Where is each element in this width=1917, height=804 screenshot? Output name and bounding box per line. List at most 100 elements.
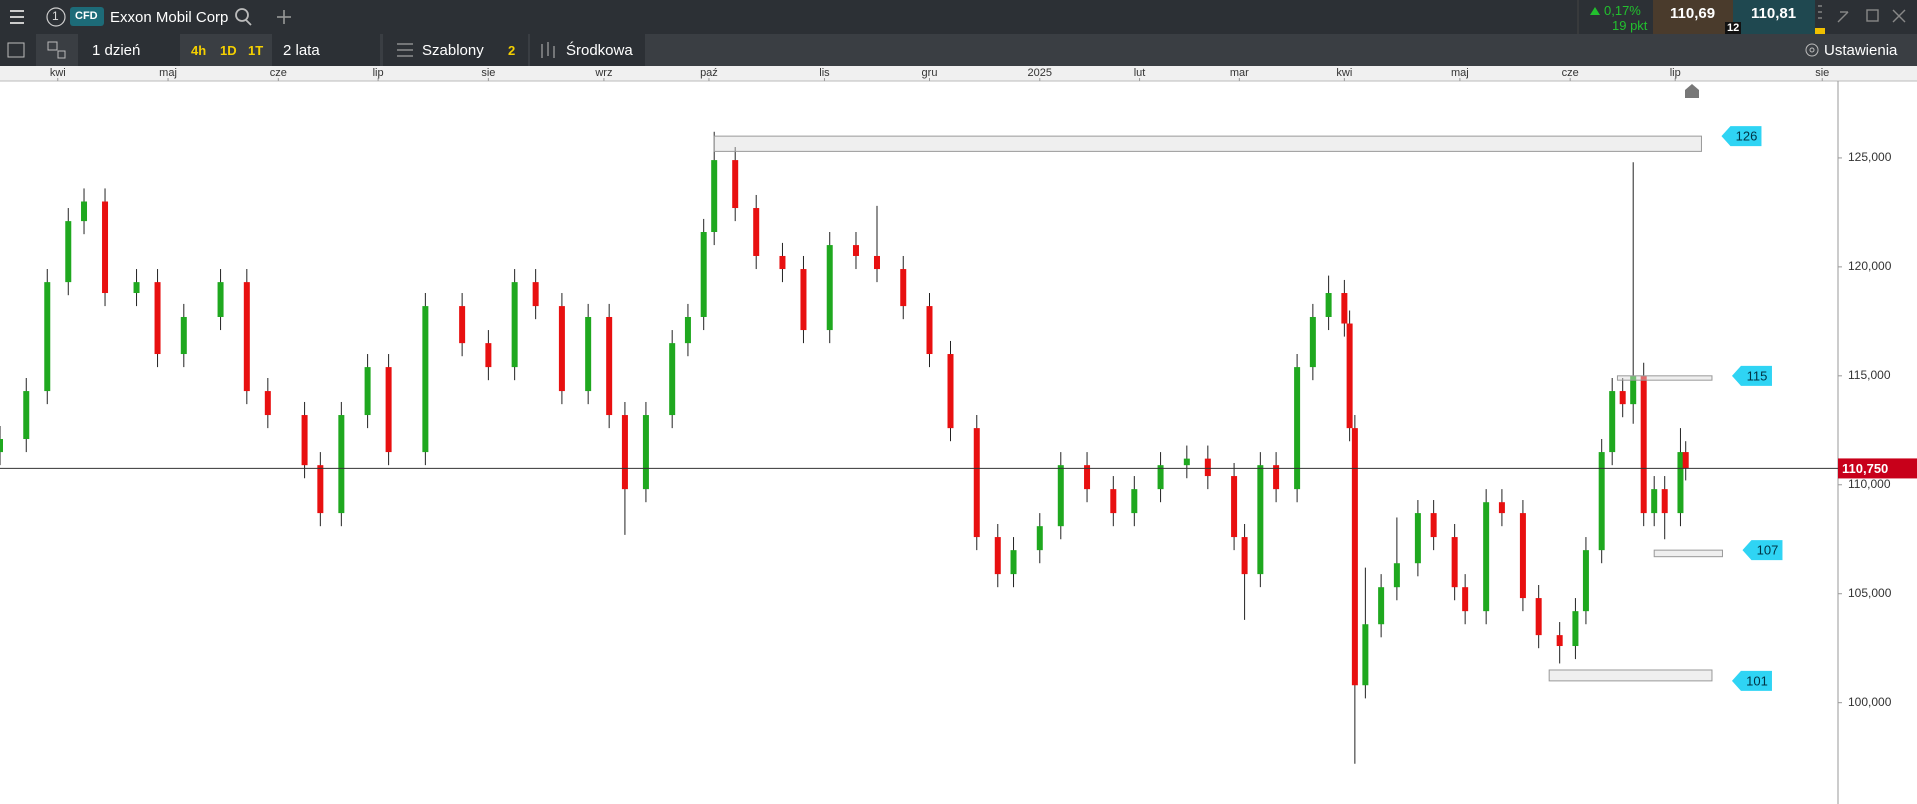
candle-body [711, 160, 718, 233]
candle-body [1651, 489, 1658, 514]
candle-body [102, 201, 109, 294]
candle-body [1241, 537, 1248, 575]
quick-1d[interactable]: 1D [220, 43, 237, 58]
candle-body [826, 245, 833, 331]
candle-body [1010, 550, 1017, 575]
ask[interactable]: 110,81 [1751, 5, 1797, 22]
candle-body [1309, 316, 1316, 368]
x-tick-label: lut [1134, 67, 1146, 79]
level-marker [1721, 126, 1762, 147]
candle-body [1273, 465, 1280, 490]
candle-body [485, 343, 492, 368]
bid-box[interactable] [1653, 0, 1733, 34]
candle-body [1131, 489, 1138, 514]
current-price-box [1838, 458, 1917, 479]
level-label: 107 [1757, 543, 1779, 558]
candle-body [669, 343, 676, 416]
layout-icon[interactable] [47, 41, 66, 59]
tab-number: 1 [52, 9, 59, 23]
candle-body [1640, 375, 1647, 514]
candle-body [684, 316, 691, 344]
price-icon[interactable] [541, 42, 555, 58]
candle-body [1204, 458, 1211, 477]
x-tick-label: lis [819, 67, 830, 79]
ask-box[interactable] [1733, 0, 1815, 34]
level-zone [1653, 549, 1723, 558]
list-icon[interactable] [7, 42, 25, 58]
quick-1t[interactable]: 1T [248, 43, 264, 58]
home-marker[interactable] [1685, 84, 1699, 98]
candle-body [1346, 323, 1353, 429]
menu-icon[interactable] [10, 10, 24, 24]
candle-body [459, 306, 466, 344]
x-tick-label: kwi [1336, 67, 1352, 79]
candle-body [23, 391, 30, 440]
candle-body [700, 232, 707, 317]
window-icons[interactable] [1818, 5, 1906, 23]
range[interactable]: 2 lata [283, 42, 320, 59]
y-tick-label: 115,000 [1848, 368, 1891, 382]
candle-body [217, 282, 224, 317]
candle-body [1582, 550, 1589, 612]
current-price-label: 110,750 [1842, 461, 1888, 476]
tab-circle [46, 7, 66, 27]
price-type[interactable]: Środkowa [566, 42, 633, 59]
settings[interactable]: Ustawienia [1824, 42, 1898, 59]
candle-body [621, 415, 628, 490]
x-tick-label: cze [270, 67, 287, 79]
toolbar: 1 dzień 4h 1D 1T 2 lata Szablony 2 Środk… [0, 34, 1917, 66]
candle-body [385, 367, 392, 453]
x-tick-label: wrz [594, 67, 612, 79]
candle-body [926, 306, 933, 355]
candle-body [1110, 489, 1117, 514]
x-tick-label: maj [159, 67, 177, 79]
candle-body [1598, 452, 1605, 551]
bid[interactable]: 110,69 [1670, 5, 1716, 22]
level-label: 115 [1747, 368, 1768, 383]
x-tick-label: mar [1230, 67, 1249, 79]
candle-body [852, 245, 859, 256]
candle-body [1393, 563, 1400, 588]
x-tick-label: sie [481, 67, 495, 79]
level-zone [1548, 669, 1713, 682]
level-marker [1731, 670, 1772, 691]
candle-body [154, 282, 161, 355]
candle-body [1619, 391, 1626, 405]
candle-body [317, 465, 324, 514]
candle-body [264, 391, 271, 416]
x-tick-label: sie [1815, 67, 1829, 79]
candle-body [1341, 293, 1348, 324]
candle-body [1325, 293, 1332, 317]
candle-body [1414, 513, 1421, 564]
candle-body [873, 255, 880, 270]
templates-count: 2 [508, 43, 516, 58]
candle-body [732, 160, 739, 209]
level-zone [713, 135, 1702, 152]
candle-body [1677, 452, 1684, 514]
candle-body [585, 316, 592, 392]
chart: kwi maj cze lip sie wrz paź lis gru 2025 lut mar kwi… [0, 66, 1917, 804]
candle-body [558, 306, 565, 392]
y-tick-label: 110,000 [1848, 477, 1891, 491]
add-tab[interactable] [277, 10, 291, 24]
candle-body [243, 282, 250, 392]
badge-bg [70, 7, 104, 26]
candle-body [364, 367, 371, 416]
candle-body [532, 282, 539, 307]
x-tick-label: lip [1670, 67, 1681, 79]
candle-body [1451, 537, 1458, 588]
candle-body [0, 439, 3, 453]
candle-body [81, 201, 88, 222]
candle-body [65, 221, 72, 283]
templates-icon[interactable] [397, 43, 413, 57]
templates[interactable]: Szablony [422, 42, 484, 59]
x-tick-label: 2025 [1028, 67, 1052, 79]
candle-body [1294, 367, 1301, 490]
candle-body [1609, 391, 1616, 453]
interval[interactable]: 1 dzień [92, 42, 141, 59]
search-icon[interactable] [235, 8, 252, 26]
y-tick-label: 125,000 [1848, 150, 1892, 164]
quick-4h[interactable]: 4h [191, 43, 207, 58]
gear-icon[interactable] [1805, 43, 1819, 57]
candle-body [301, 415, 308, 466]
